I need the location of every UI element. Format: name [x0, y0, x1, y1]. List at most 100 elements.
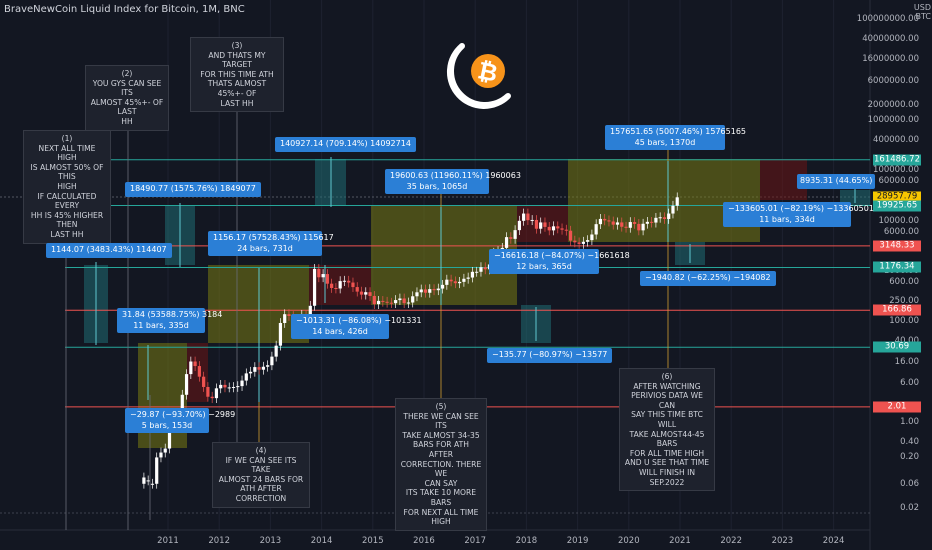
x-tick-label: 2016 [413, 536, 435, 546]
candle-body [347, 280, 351, 283]
bear-zone [187, 343, 208, 402]
candle-body [236, 386, 240, 388]
candle-body [159, 452, 163, 458]
candle-body [436, 288, 440, 291]
candle-body [671, 205, 675, 214]
y-tick-label: 60000.00 [878, 176, 919, 187]
candle-body [253, 367, 257, 372]
candle-body [231, 386, 236, 388]
measure-label[interactable]: −29.87 (−93.70%) −2989 5 bars, 153d [125, 408, 235, 433]
y-tick-label: 16.00 [894, 356, 919, 367]
y-tick-label: 100000.00 [873, 165, 919, 176]
candle-body [462, 278, 466, 282]
measure-label[interactable]: 18490.77 (1575.76%) 1849077 [125, 182, 261, 197]
candle-body [155, 457, 159, 484]
candle-body [654, 217, 658, 223]
candle-body [163, 448, 167, 453]
candle-body [219, 384, 223, 389]
candle-body [321, 274, 325, 278]
measure-label[interactable]: 8935.31 (44.65%) 893 [797, 174, 875, 189]
candle-body [615, 222, 620, 225]
x-tick-label: 2015 [361, 536, 384, 546]
candle-body [440, 284, 445, 289]
y-tick-label: 16000000.00 [862, 54, 919, 65]
candle-body [283, 314, 287, 323]
price-badge: 19925.65 [873, 200, 921, 211]
candle-body [223, 384, 227, 388]
candle-body [560, 228, 564, 230]
candle-body [325, 274, 329, 284]
price-badge: 30.69 [873, 341, 921, 353]
candle-body [645, 221, 649, 224]
y-tick-label: 250.00 [889, 296, 919, 307]
candle-body [146, 480, 150, 482]
candle-body [449, 279, 453, 282]
note-5[interactable]: (5) THERE WE CAN SEE ITS TAKE ALMOST 34-… [395, 398, 487, 531]
candle-body [398, 298, 402, 301]
candle-body [359, 291, 364, 295]
measure-label[interactable]: −16616.18 (−84.07%) −1661618 12 bars, 365… [489, 249, 630, 274]
candle-body [534, 219, 539, 229]
measure-label[interactable]: 157651.65 (5007.46%) 15765165 45 bars, 13… [605, 125, 746, 150]
candle-body [522, 213, 526, 221]
measure-label[interactable]: 19600.63 (11960.11%) 1960063 35 bars, 106… [385, 169, 521, 194]
y-tick-label: 6000.00 [883, 226, 919, 237]
candle-body [330, 283, 334, 288]
note-1[interactable]: (1) NEXT ALL TIME HIGH IS ALMOST 50% OF … [23, 130, 111, 244]
candle-body [556, 226, 560, 229]
candle-body [547, 226, 551, 231]
measure-arrows [95, 157, 856, 402]
measure-label[interactable]: 140927.14 (709.14%) 14092714 [275, 137, 416, 152]
candle-body [406, 302, 411, 304]
y-tick-label: 100.00 [889, 316, 919, 327]
bear-zone [517, 205, 568, 242]
y-tick-label: 400000.00 [873, 134, 919, 145]
candle-body [342, 280, 347, 282]
candle-body [240, 380, 244, 387]
measure-label[interactable]: −135.77 (−80.97%) −13577 [487, 348, 613, 363]
axis-unit: USD BTC [913, 3, 931, 21]
candle-body [261, 366, 265, 370]
measure-label[interactable]: −1013.31 (−86.08%) −101331 14 bars, 426d [291, 314, 422, 339]
y-tick-label: 0.02 [900, 502, 919, 513]
candle-body [458, 281, 462, 284]
y-tick-label: 100000000.00 [856, 14, 919, 24]
price-badge: 2.01 [873, 401, 921, 413]
candle-body [509, 237, 513, 239]
candle-body [466, 277, 470, 279]
candle-body [415, 292, 419, 297]
note-6[interactable]: (6) AFTER WATCHING PERIVIOS DATA WE CAN … [619, 368, 715, 492]
candle-body [607, 220, 611, 222]
measure-label[interactable]: 1144.07 (3483.43%) 114407 [46, 243, 172, 258]
candle-body [266, 365, 270, 367]
measure-label[interactable]: −1940.82 (−62.25%) −194082 [640, 271, 776, 286]
note-4[interactable]: (4) IF WE CAN SEE ITS TAKE ALMOST 24 BAR… [212, 442, 310, 508]
candle-body [278, 322, 283, 346]
candle-body [598, 218, 603, 225]
x-tick-label: 2022 [720, 536, 743, 546]
bitcoin-coin-icon [471, 54, 505, 88]
note-3[interactable]: (3) AND THATS MY TARGET FOR THIS TIME AT… [190, 37, 284, 113]
price-badge: 1176.34 [873, 261, 921, 273]
note-2[interactable]: (2) YOU GYS CAN SEE ITS ALMOST 45%+- OF … [85, 65, 169, 131]
candle-body [274, 345, 278, 357]
y-tick-label: 40000000.00 [862, 34, 919, 45]
candle-body [551, 226, 556, 231]
candle-body [411, 296, 415, 303]
measure-label[interactable]: 31.84 (53588.75%) 3184 11 bars, 335d [117, 308, 222, 333]
measure-label[interactable]: 1156.17 (57528.43%) 115617 24 bars, 731d [208, 231, 334, 256]
measure-label[interactable]: −133605.01 (−82.19%) −13360501 11 bars, 3… [723, 202, 874, 227]
x-tick-label: 2020 [617, 536, 640, 546]
candle-body [248, 371, 253, 374]
price-badge: 161486.72 [873, 154, 921, 166]
candle-body [389, 302, 393, 304]
bull-zone [568, 159, 760, 242]
candle-body [189, 361, 193, 375]
candle-body [432, 289, 436, 291]
candle-body [419, 289, 423, 293]
candle-body [573, 240, 577, 243]
candle-body [504, 237, 509, 248]
candle-body [142, 477, 146, 484]
moon-icon [446, 43, 511, 109]
candle-body [423, 289, 428, 293]
